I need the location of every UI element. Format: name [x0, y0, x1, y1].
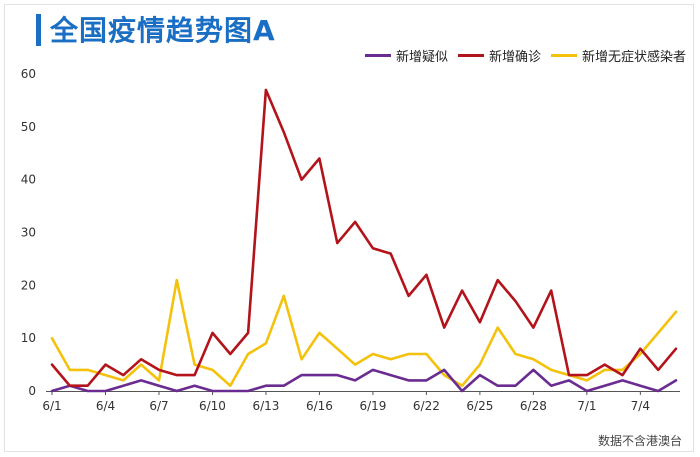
y-tick-label: 60: [21, 67, 36, 81]
series-line-asymptomatic: [50, 278, 678, 388]
source-note: 数据不含港澳台: [597, 434, 682, 448]
y-tick-label: 20: [21, 278, 36, 292]
series-line-confirmed: [50, 88, 678, 388]
legend-label-suspected: 新增疑似: [395, 50, 448, 65]
chart-legend: 新增疑似 新增确诊 新增无症状感染者: [355, 46, 686, 65]
legend-item-asymptomatic: 新增无症状感染者: [550, 46, 686, 65]
y-axis-ticks: 0 10 20 30 40 50 60: [21, 67, 36, 398]
x-tick-label: 6/4: [96, 399, 115, 413]
y-tick-label: 40: [21, 173, 36, 187]
chart-title: 全国疫情趋势图A: [50, 14, 276, 47]
y-tick-label: 50: [21, 120, 36, 134]
x-tick-label: 6/7: [149, 399, 168, 413]
title-accent-bar: [36, 14, 41, 46]
y-tick-label: 10: [21, 331, 36, 345]
legend-swatch-confirmed: [457, 54, 484, 57]
x-tick-label: 6/13: [252, 399, 279, 413]
x-tick-label: 6/19: [359, 399, 386, 413]
x-tick-label: 7/4: [631, 399, 650, 413]
legend-swatch-asymptomatic: [550, 54, 577, 57]
series-line-suspected: [50, 368, 678, 393]
legend-label-asymptomatic: 新增无症状感染者: [581, 50, 686, 65]
series-lines: [50, 88, 678, 393]
legend-label-confirmed: 新增确诊: [488, 50, 541, 65]
x-axis-ticks: 6/1 6/4 6/7 6/10 6/13 6/16 6/19 6/22 6/25 6/28 7/1…: [42, 391, 650, 413]
x-tick-label: 6/16: [306, 399, 333, 413]
x-tick-label: 6/1: [42, 399, 61, 413]
x-tick-label: 6/25: [466, 399, 493, 413]
x-tick-label: 6/28: [520, 399, 547, 413]
legend-swatch-suspected: [364, 54, 391, 57]
y-tick-label: 30: [21, 226, 36, 240]
x-tick-label: 6/10: [199, 399, 226, 413]
x-tick-label: 7/1: [577, 399, 596, 413]
legend-item-suspected: 新增疑似: [364, 46, 448, 65]
y-tick-label: 0: [28, 384, 36, 398]
x-tick-label: 6/22: [413, 399, 440, 413]
legend-item-confirmed: 新增确诊: [457, 46, 541, 65]
